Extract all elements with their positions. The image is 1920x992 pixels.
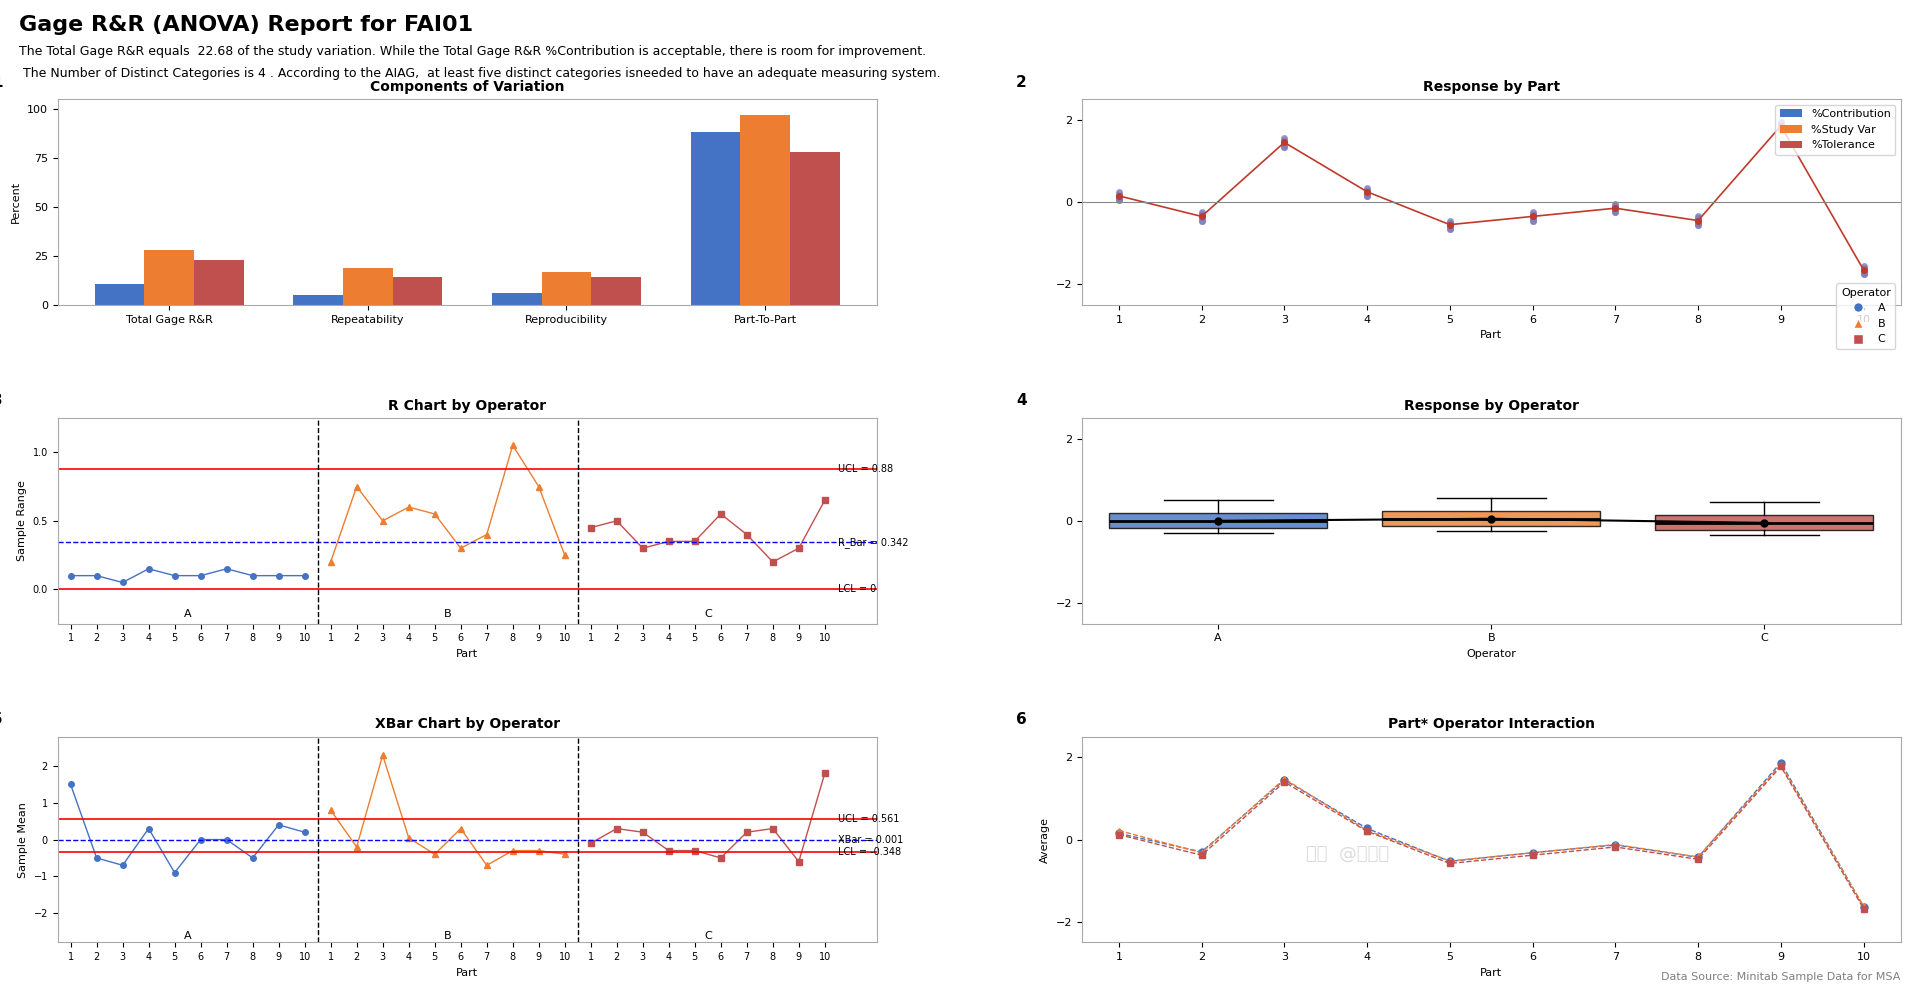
Text: B: B bbox=[444, 609, 451, 619]
Bar bbox=[691, 133, 741, 305]
Bar bbox=[94, 285, 144, 305]
A bbox=[1273, 774, 1296, 786]
B bbox=[1603, 838, 1626, 850]
C bbox=[1108, 828, 1131, 840]
Title: Response by Part: Response by Part bbox=[1423, 80, 1559, 94]
A bbox=[1603, 839, 1626, 851]
Line: A: A bbox=[1116, 759, 1866, 910]
C bbox=[1356, 825, 1379, 837]
Text: 1: 1 bbox=[0, 74, 2, 89]
Title: Response by Operator: Response by Operator bbox=[1404, 399, 1578, 413]
X-axis label: Part: Part bbox=[457, 967, 478, 978]
Bar bbox=[194, 260, 244, 305]
Y-axis label: Sample Mean: Sample Mean bbox=[17, 802, 29, 878]
Text: C: C bbox=[705, 930, 712, 940]
Text: LCL = 0: LCL = 0 bbox=[837, 584, 876, 594]
Title: Part* Operator Interaction: Part* Operator Interaction bbox=[1388, 717, 1596, 731]
Text: Gage R&R (ANOVA) Report for FAI01: Gage R&R (ANOVA) Report for FAI01 bbox=[19, 15, 474, 35]
Bar bbox=[741, 115, 789, 305]
Text: A: A bbox=[184, 609, 192, 619]
A bbox=[1686, 851, 1709, 863]
Title: R Chart by Operator: R Chart by Operator bbox=[388, 399, 547, 413]
Bar bbox=[344, 268, 394, 305]
A bbox=[1438, 855, 1461, 867]
C bbox=[1770, 761, 1793, 773]
Bar bbox=[144, 250, 194, 305]
X-axis label: Part: Part bbox=[1480, 967, 1501, 978]
X-axis label: Part: Part bbox=[1480, 330, 1501, 340]
Bar bbox=[789, 152, 839, 305]
C bbox=[1438, 857, 1461, 869]
Line: C: C bbox=[1116, 763, 1866, 913]
A bbox=[1770, 757, 1793, 769]
Bar bbox=[294, 295, 344, 305]
Bar bbox=[394, 278, 442, 305]
Text: 2: 2 bbox=[1016, 74, 1027, 89]
Y-axis label: Sample Range: Sample Range bbox=[17, 480, 27, 561]
Legend: %Contribution, %Study Var, %Tolerance: %Contribution, %Study Var, %Tolerance bbox=[1776, 105, 1895, 155]
A bbox=[1356, 822, 1379, 834]
Text: C: C bbox=[705, 609, 712, 619]
B bbox=[1521, 847, 1544, 859]
A bbox=[1853, 901, 1876, 913]
Y-axis label: Percent: Percent bbox=[12, 181, 21, 223]
C bbox=[1273, 776, 1296, 788]
Line: B: B bbox=[1116, 761, 1866, 910]
C bbox=[1521, 849, 1544, 861]
Text: The Total Gage R&R equals  22.68 of the study variation. While the Total Gage R&: The Total Gage R&R equals 22.68 of the s… bbox=[19, 45, 925, 58]
Y-axis label: Average: Average bbox=[1041, 816, 1050, 863]
Text: 5: 5 bbox=[0, 712, 2, 727]
X-axis label: Operator: Operator bbox=[1467, 649, 1517, 659]
A bbox=[1108, 827, 1131, 839]
A bbox=[1521, 847, 1544, 859]
C bbox=[1686, 853, 1709, 865]
Bar bbox=[591, 278, 641, 305]
Text: LCL = -0.348: LCL = -0.348 bbox=[837, 847, 900, 857]
Text: Data Source: Minitab Sample Data for MSA: Data Source: Minitab Sample Data for MSA bbox=[1661, 972, 1901, 982]
PathPatch shape bbox=[1655, 515, 1874, 530]
Text: 3: 3 bbox=[0, 393, 2, 409]
Text: B: B bbox=[444, 930, 451, 940]
Bar bbox=[492, 293, 541, 305]
C bbox=[1190, 849, 1213, 861]
A bbox=[1190, 846, 1213, 858]
Title: XBar Chart by Operator: XBar Chart by Operator bbox=[374, 717, 561, 731]
B bbox=[1356, 824, 1379, 836]
Text: 4: 4 bbox=[1016, 393, 1027, 409]
Legend: A, B, C: A, B, C bbox=[1837, 284, 1895, 349]
Text: A: A bbox=[184, 930, 192, 940]
PathPatch shape bbox=[1110, 513, 1327, 528]
Title: Components of Variation: Components of Variation bbox=[371, 80, 564, 94]
Text: 知乎  @陈叔叔: 知乎 @陈叔叔 bbox=[1306, 845, 1388, 863]
Bar bbox=[541, 272, 591, 305]
Text: UCL = 0.561: UCL = 0.561 bbox=[837, 814, 899, 824]
B bbox=[1190, 847, 1213, 859]
B bbox=[1686, 851, 1709, 863]
Text: UCL = 0.88: UCL = 0.88 bbox=[837, 463, 893, 474]
X-axis label: Part: Part bbox=[457, 649, 478, 659]
Text: 6: 6 bbox=[1016, 712, 1027, 727]
B bbox=[1108, 824, 1131, 836]
B bbox=[1853, 901, 1876, 913]
B bbox=[1273, 773, 1296, 785]
B bbox=[1770, 759, 1793, 771]
C bbox=[1603, 841, 1626, 853]
Text: R_Bar = 0.342: R_Bar = 0.342 bbox=[837, 537, 908, 548]
Text: The Number of Distinct Categories is 4 . According to the AIAG,  at least five d: The Number of Distinct Categories is 4 .… bbox=[19, 67, 941, 80]
B bbox=[1438, 855, 1461, 867]
Text: XBar = 0.001: XBar = 0.001 bbox=[837, 834, 902, 844]
PathPatch shape bbox=[1382, 511, 1601, 526]
C bbox=[1853, 903, 1876, 915]
